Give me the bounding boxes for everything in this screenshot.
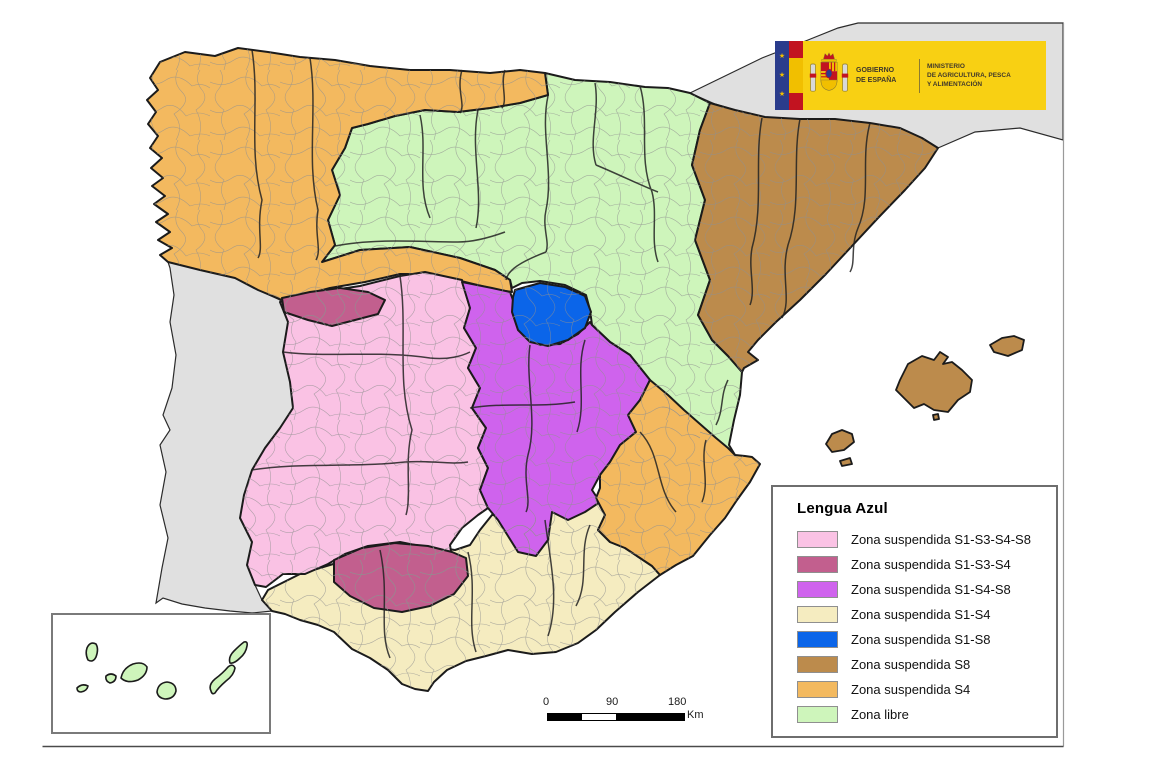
legend-item: Zona suspendida S1-S4-S8 [797,577,1056,602]
legend-swatch [797,581,838,598]
province-borders [251,49,871,659]
legend-item-label: Zona libre [851,707,909,722]
canary-islands-inset-box [51,613,271,734]
scale-tick: 90 [606,696,619,708]
legend-item-label: Zona suspendida S1-S8 [851,632,991,647]
spain-coat-of-arms-icon [809,51,849,92]
legend-item: Zona suspendida S8 [797,652,1056,677]
legend: Lengua Azul Zona suspendida S1-S3-S4-S8 … [771,485,1058,738]
logo-divider [919,58,920,93]
legend-item-label: Zona suspendida S8 [851,657,971,672]
scale-tick: 180 [668,696,687,708]
legend-item-label: Zona suspendida S4 [851,682,971,697]
scale-bar-graphic [547,713,685,721]
legend-swatch [797,531,838,548]
star-icon: ★ [778,53,786,60]
logo-body: GOBIERNO DE ESPAÑA MINISTERIO DE AGRICUL… [803,41,1046,110]
legend-swatch [797,631,838,648]
star-icon: ★ [778,91,786,98]
legend-item-label: Zona suspendida S1-S4-S8 [851,582,1011,597]
legend-item: Zona suspendida S1-S3-S4-S8 [797,527,1056,552]
legend-item-label: Zona suspendida S1-S3-S4 [851,557,1011,572]
government-logo: ★ ★ ★ GOBIERNO DE ESPAÑA [775,41,1046,110]
government-name: GOBIERNO DE ESPAÑA [856,67,897,84]
legend-swatch [797,556,838,573]
scale-unit: Km [687,709,704,721]
legend-swatch [797,681,838,698]
eu-stars-stripe: ★ ★ ★ [775,41,789,110]
legend-item: Zona suspendida S4 [797,677,1056,702]
legend-item-label: Zona suspendida S1-S4 [851,607,991,622]
legend-item: Zona suspendida S1-S3-S4 [797,552,1056,577]
star-icon: ★ [778,72,786,79]
legend-item-label: Zona suspendida S1-S3-S4-S8 [851,532,1031,547]
legend-swatch [797,706,838,723]
legend-swatch [797,656,838,673]
spain-flag-stripe [789,41,803,110]
legend-item: Zona suspendida S1-S8 [797,627,1056,652]
legend-item: Zona suspendida S1-S4 [797,602,1056,627]
scale-tick: 0 [543,696,550,708]
scale-bar: 0 90 180 Km [540,696,720,728]
ministry-name: MINISTERIO DE AGRICULTURA, PESCA Y ALIME… [927,62,1011,89]
legend-item: Zona libre [797,702,1056,727]
legend-title: Lengua Azul [797,500,888,517]
legend-swatch [797,606,838,623]
